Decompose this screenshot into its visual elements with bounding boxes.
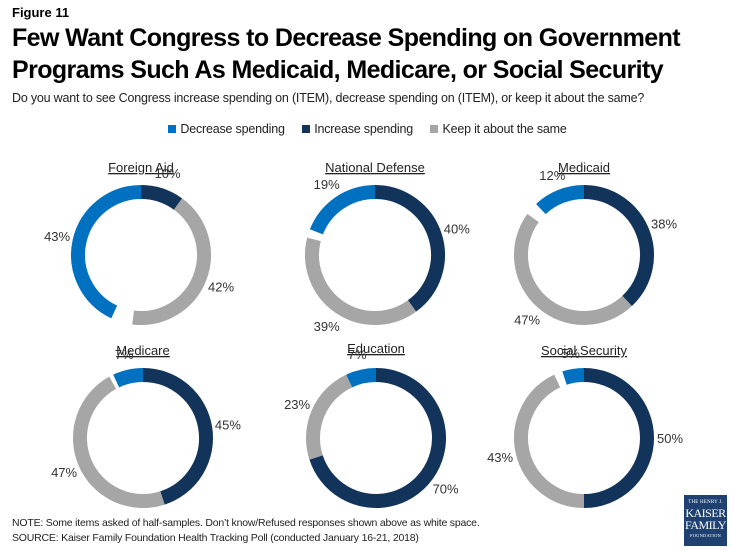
donut-title: Foreign Aid <box>108 160 174 175</box>
data-label-keep: 47% <box>514 313 540 328</box>
donut-segment-decrease <box>562 367 585 385</box>
data-label-keep: 47% <box>51 465 77 480</box>
data-label-increase: 38% <box>651 216 677 231</box>
footnote: NOTE: Some items asked of half-samples. … <box>12 516 480 546</box>
donut-segment-increase <box>142 368 214 505</box>
donut-segment-decrease <box>346 368 377 388</box>
kff-logo: THE HENRY J. KAISER FAMILY FOUNDATION <box>684 495 727 546</box>
donut-title: Social Security <box>541 343 627 358</box>
data-label-increase: 70% <box>433 482 459 497</box>
logo-line-2: KAISER <box>685 506 726 520</box>
legend: Decrease spending Increase spending Keep… <box>0 122 735 136</box>
note-text: NOTE: Some items asked of half-samples. … <box>12 517 480 529</box>
donut-segment-increase <box>583 185 654 307</box>
source-text: SOURCE: Kaiser Family Foundation Health … <box>12 532 419 544</box>
legend-item-increase: Increase spending <box>302 122 413 136</box>
legend-item-decrease: Decrease spending <box>168 122 285 136</box>
figure-label: Figure 11 <box>12 5 70 20</box>
donut-segment-decrease <box>71 185 142 319</box>
data-label-keep: 23% <box>284 397 310 412</box>
legend-label-increase: Increase spending <box>314 122 413 136</box>
data-label-decrease: 43% <box>44 229 70 244</box>
data-label-increase: 45% <box>215 418 241 433</box>
legend-swatch-increase <box>302 125 311 133</box>
data-label-keep: 42% <box>208 280 234 295</box>
donut-segment-increase <box>583 368 654 508</box>
donut-medicaid: Medicaid 38% 47% 12% <box>513 160 677 328</box>
chart-title-line-1: Few Want Congress to Decrease Spending o… <box>12 24 681 52</box>
chart-title-line-2: Programs Such As Medicaid, Medicare, or … <box>12 56 664 84</box>
data-label-increase: 10% <box>155 166 181 181</box>
donut-segment-decrease <box>536 185 585 215</box>
donut-segment-keep <box>132 198 211 325</box>
donut-segment-keep <box>514 374 585 508</box>
chart-subtitle: Do you want to see Congress increase spe… <box>12 91 645 105</box>
data-label-decrease: 5% <box>561 346 580 361</box>
logo-line-3: FAMILY <box>685 518 726 532</box>
legend-swatch-keep <box>430 125 439 133</box>
donut-segment-decrease <box>309 185 376 235</box>
logo-line-4: FOUNDATION <box>690 533 721 538</box>
chart-title: Few Want Congress to Decrease Spending o… <box>12 22 727 86</box>
donut-title: National Defense <box>325 160 425 175</box>
data-label-keep: 39% <box>314 319 340 334</box>
donut-segment-increase <box>374 185 445 312</box>
donut-segment-decrease <box>113 368 144 388</box>
donut-segment-keep <box>306 374 353 460</box>
donut-national-defense: National Defense 40% 39% 19% <box>305 160 470 334</box>
data-label-decrease: 7% <box>115 347 134 362</box>
data-label-decrease: 19% <box>314 177 340 192</box>
donut-title: Medicare <box>116 343 169 358</box>
legend-label-keep: Keep it about the same <box>442 122 567 136</box>
donut-segment-keep <box>513 213 632 325</box>
donut-segment-increase <box>140 185 183 210</box>
donut-social-security: Social Security 50% 43% 5% <box>487 343 683 508</box>
legend-label-decrease: Decrease spending <box>180 122 285 136</box>
logo-line-1: THE HENRY J. <box>688 500 723 505</box>
donut-title: Education <box>347 341 405 356</box>
donut-title: Medicaid <box>558 160 610 175</box>
data-label-decrease: 7% <box>348 347 367 362</box>
legend-swatch-decrease <box>168 125 177 133</box>
donut-segment-increase <box>309 368 446 508</box>
donut-segment-keep <box>305 237 417 325</box>
data-label-increase: 40% <box>444 221 470 236</box>
legend-item-keep: Keep it about the same <box>430 122 567 136</box>
donut-segment-keep <box>73 376 165 509</box>
donut-education: Education 70% 23% 7% <box>284 341 459 508</box>
data-label-keep: 43% <box>487 450 513 465</box>
donut-medicare: Medicare 45% 47% 7% <box>51 343 241 509</box>
data-label-decrease: 12% <box>539 168 565 183</box>
data-label-increase: 50% <box>657 431 683 446</box>
